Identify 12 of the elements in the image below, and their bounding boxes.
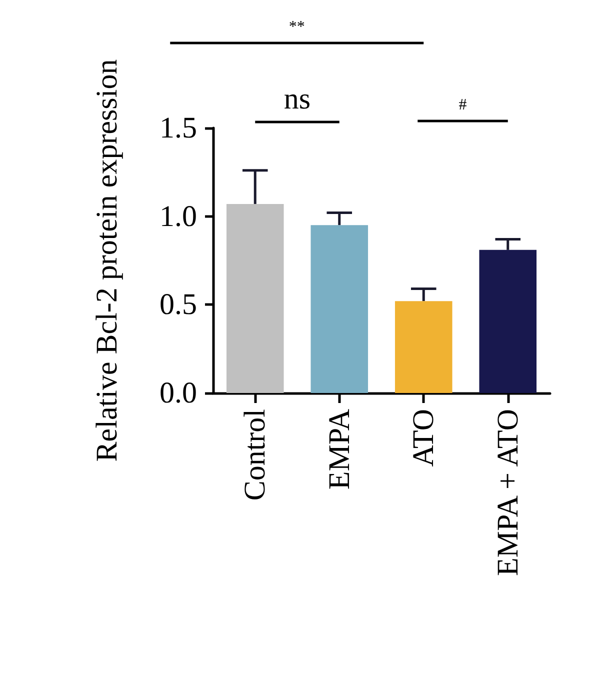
text: ns bbox=[284, 82, 311, 116]
y-tick-label: 1.0 bbox=[160, 200, 197, 233]
text: ** bbox=[288, 18, 305, 36]
y-tick-label: 0.5 bbox=[160, 288, 197, 322]
y-tick-label: 0.0 bbox=[160, 376, 197, 410]
x-tick-label: Control bbox=[238, 409, 272, 501]
x-tick-label: ATO bbox=[407, 409, 440, 467]
x-tick-label: EMPA bbox=[322, 408, 356, 490]
y-axis-title: Relative Bcl-2 protein expression bbox=[90, 59, 124, 462]
y-tick-label: 1.5 bbox=[160, 112, 197, 144]
x-tick-label: EMPA + ATO bbox=[491, 409, 524, 576]
text: # bbox=[458, 96, 467, 114]
